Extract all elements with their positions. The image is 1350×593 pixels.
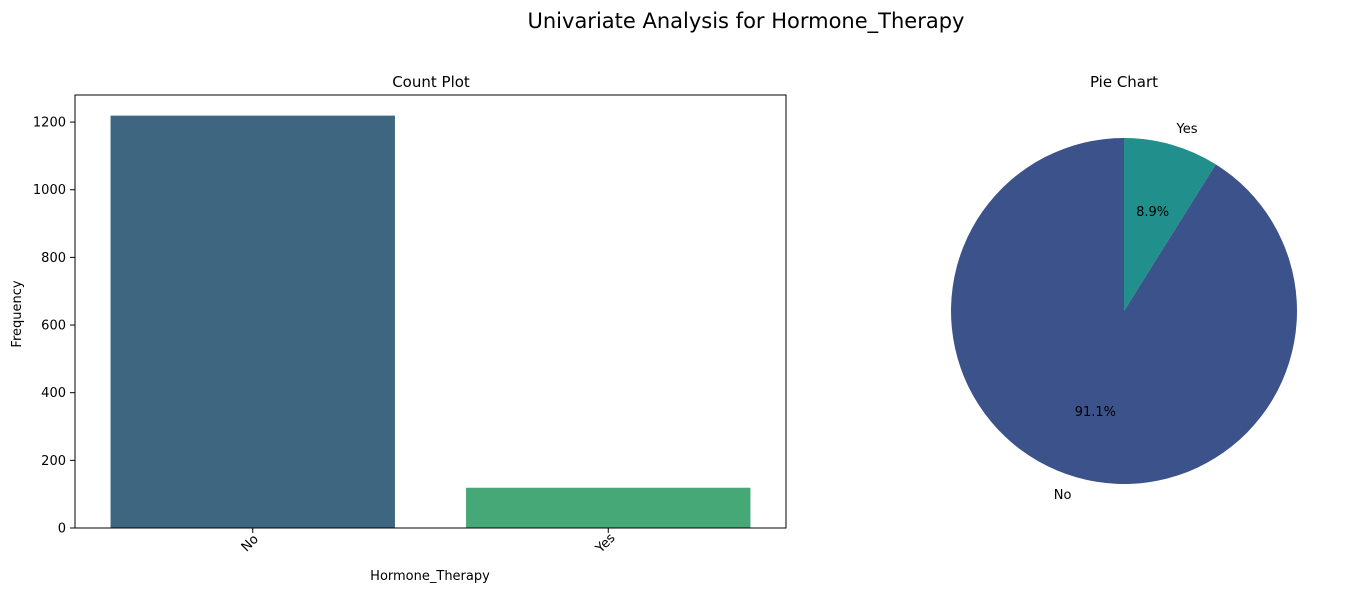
figure-suptitle: Univariate Analysis for Hormone_Therapy	[528, 9, 965, 34]
pie-pct-label: 8.9%	[1136, 205, 1169, 220]
pie-slice-no	[950, 138, 1297, 484]
y-tick-label: 1000	[33, 183, 66, 198]
bar-yes	[466, 487, 751, 528]
x-tick-label: No	[239, 532, 262, 555]
y-tick-label: 400	[41, 386, 66, 401]
pie-chart: Pie Chart 8.9% Yes 91.1% No	[950, 73, 1297, 503]
pie-chart-labels: 8.9% Yes 91.1% No	[1054, 122, 1198, 503]
y-tick-label: 0	[58, 522, 66, 537]
count-plot: Count Plot 0 200 400 600 800 1000 1200 No Yes H…	[10, 73, 787, 584]
pie-pct-label: 91.1%	[1075, 405, 1116, 420]
count-plot-title: Count Plot	[392, 73, 470, 91]
pie-category-label: Yes	[1176, 122, 1198, 137]
count-plot-x-ticks: No Yes	[239, 528, 619, 557]
count-plot-y-axis-label: Frequency	[10, 280, 25, 347]
y-tick-label: 600	[41, 319, 66, 334]
x-tick-label: Yes	[592, 531, 618, 557]
count-plot-x-axis-label: Hormone_Therapy	[370, 569, 490, 584]
y-tick-label: 800	[41, 251, 66, 266]
y-tick-label: 1200	[33, 116, 66, 131]
pie-chart-title: Pie Chart	[1090, 73, 1158, 91]
pie-chart-slices	[950, 138, 1297, 484]
count-plot-y-ticks: 0 200 400 600 800 1000 1200	[33, 116, 75, 537]
bar-no	[110, 115, 395, 528]
y-tick-label: 200	[41, 454, 66, 469]
count-plot-axes-frame	[74, 94, 787, 529]
count-plot-bars	[110, 115, 751, 528]
pie-category-label: No	[1054, 488, 1072, 503]
pie-slice-yes	[1124, 138, 1216, 311]
